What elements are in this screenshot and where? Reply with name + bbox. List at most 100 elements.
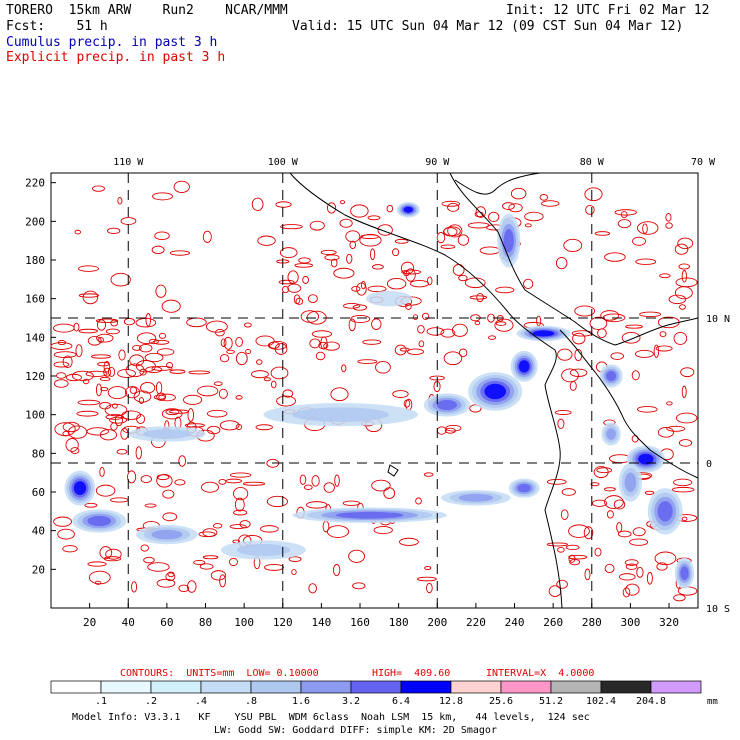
cumulus-cell <box>441 490 511 506</box>
explicit-contour-ring <box>375 360 391 374</box>
explicit-contour-ring <box>625 324 643 329</box>
colorbar: .1 .2 .4 .8 1.6 3.2 6.4 12.8 25.6 51.2 102.4 204.8 m… <box>50 680 718 707</box>
explicit-contour-ring <box>632 527 646 537</box>
latitude-labels: 10 N 0 10 S <box>706 314 730 615</box>
explicit-contour-ring <box>348 318 356 332</box>
explicit-contour-ring <box>219 574 226 588</box>
explicit-contour-ring <box>156 473 173 488</box>
y-tick-label: 140 <box>25 331 45 344</box>
explicit-contour-ring <box>92 185 105 192</box>
explicit-contour-ring <box>136 332 157 345</box>
explicit-contour-ring <box>53 379 69 388</box>
explicit-contour-ring <box>166 362 174 369</box>
explicit-contour-ring <box>403 399 411 408</box>
longitude-label: 70 W <box>691 157 716 168</box>
explicit-contour-ring <box>377 224 393 236</box>
explicit-contour-ring <box>143 556 155 564</box>
explicit-contour-ring <box>386 204 394 213</box>
explicit-contour-ring <box>178 584 190 593</box>
explicit-contour-ring <box>451 323 468 337</box>
cumulus-level-fill <box>142 429 192 439</box>
explicit-contour-ring <box>229 472 252 478</box>
explicit-contour-ring <box>156 578 176 588</box>
explicit-contour-ring <box>145 313 152 327</box>
cumulus-level-fill <box>236 543 291 557</box>
explicit-contour-ring <box>350 204 369 218</box>
explicit-contour-ring <box>62 355 73 369</box>
explicit-contour-ring <box>140 381 156 394</box>
cumulus-level-fill <box>532 330 555 337</box>
explicit-contour-ring <box>53 351 77 359</box>
model-physics: LW: Godd SW: Goddard DIFF: simple KM: 2D… <box>214 725 497 736</box>
colorbar-label: 102.4 <box>586 696 616 707</box>
cumulus-level-fill <box>518 360 530 373</box>
explicit-contour-ring <box>443 226 461 237</box>
explicit-contour-ring <box>156 474 170 481</box>
explicit-contour-ring <box>488 211 500 223</box>
explicit-contour-ring <box>339 200 346 205</box>
contour-high: HIGH= 409.60 <box>372 668 451 679</box>
explicit-contour-ring <box>315 351 326 361</box>
legend-cumulus: Cumulus precip. in past 3 h <box>6 35 218 50</box>
explicit-contour-ring <box>600 310 620 321</box>
longitude-label: 110 W <box>113 157 144 168</box>
explicit-contour-ring <box>568 554 588 560</box>
explicit-contour-ring <box>294 263 313 268</box>
explicit-contour-ring <box>644 490 655 495</box>
explicit-contour-ring <box>65 438 79 452</box>
explicit-contour-ring <box>604 252 626 262</box>
explicit-contour-ring <box>371 318 382 330</box>
explicit-contour-ring <box>276 395 296 407</box>
explicit-contour-ring <box>111 403 118 409</box>
explicit-contour-ring <box>592 499 608 507</box>
explicit-contour-ring <box>330 387 349 402</box>
explicit-contour-ring <box>302 275 309 284</box>
cumulus-cell <box>510 350 538 382</box>
explicit-contour-ring <box>57 340 67 346</box>
header-forecast-hour: Fcst: 51 h <box>6 19 108 34</box>
explicit-contour-ring <box>105 548 122 560</box>
x-tick-label: 280 <box>582 616 602 629</box>
explicit-contour-ring <box>563 238 583 252</box>
explicit-contour-ring <box>210 570 227 581</box>
header-valid-time: Valid: 15 UTC Sun 04 Mar 12 (09 CST Sun … <box>292 19 684 34</box>
explicit-contour-ring <box>305 501 328 509</box>
explicit-contour-ring <box>681 270 687 283</box>
x-tick-label: 300 <box>620 616 640 629</box>
explicit-contour-ring <box>560 509 569 520</box>
explicit-contour-ring <box>266 495 288 508</box>
explicit-contour-ring <box>62 545 78 553</box>
explicit-contour-ring <box>218 388 228 399</box>
explicit-contour-ring <box>198 531 216 538</box>
explicit-contour-ring <box>412 314 419 320</box>
colorbar-label: .1 <box>95 696 107 707</box>
explicit-contour-ring <box>436 232 446 244</box>
explicit-contour-ring <box>158 393 176 402</box>
explicit-contour-ring <box>326 202 337 214</box>
cumulus-cell <box>292 507 447 523</box>
explicit-contour-ring <box>148 338 159 345</box>
colorbar-label: .2 <box>145 696 157 707</box>
explicit-contour-ring <box>263 377 271 382</box>
colorbar-label: 204.8 <box>636 696 666 707</box>
explicit-contour-ring <box>373 526 393 535</box>
explicit-contour-ring <box>386 278 407 290</box>
explicit-contour-ring <box>242 481 266 486</box>
coastline <box>289 172 699 609</box>
explicit-contour-ring <box>220 338 227 347</box>
x-tick-label: 100 <box>234 616 254 629</box>
explicit-contour-ring <box>97 361 110 367</box>
explicit-contour-ring <box>639 311 662 318</box>
explicit-contour-ring <box>637 221 659 235</box>
explicit-contour-ring <box>287 283 302 293</box>
explicit-contour-ring <box>270 380 277 389</box>
x-tick-label: 160 <box>350 616 370 629</box>
explicit-contour-ring <box>655 345 673 352</box>
explicit-contour-ring <box>308 583 317 594</box>
explicit-contour-ring <box>85 370 108 377</box>
explicit-contour-ring <box>129 354 145 367</box>
explicit-contour-ring <box>469 295 488 300</box>
colorbar-swatch <box>500 680 552 694</box>
explicit-contour-ring <box>67 425 88 439</box>
explicit-contour-ring <box>165 572 176 582</box>
